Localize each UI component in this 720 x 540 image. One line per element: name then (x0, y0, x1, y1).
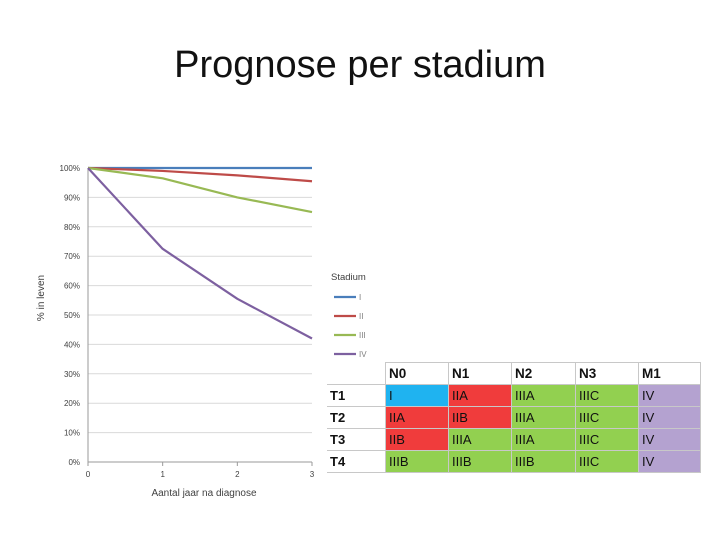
stage-cell: IIIB (511, 450, 576, 473)
table-row: T1 I IIA IIIA IIIC IV (327, 384, 701, 407)
column-header: N3 (575, 362, 639, 385)
x-tick-label: 0 (86, 470, 91, 479)
y-tick-label: 50% (64, 311, 80, 320)
series-line-III (87, 166, 313, 214)
row-header: T1 (327, 384, 386, 407)
row-header: T2 (327, 406, 386, 429)
y-axis-label: % in leven (36, 275, 47, 321)
series-lines (87, 166, 313, 340)
stage-cell: IIIC (575, 406, 639, 429)
series-line-II (87, 166, 313, 183)
x-axis-label: Aantal jaar na diagnose (151, 488, 257, 499)
y-tick-label: 40% (64, 340, 80, 349)
y-tick-label: 30% (64, 370, 80, 379)
stage-cell: IIIC (575, 450, 639, 473)
tick-labels: 0% 10% 20% 30% 40% 50% 60% 70% 80% 90% 100% 0 1 2 3 (60, 164, 315, 479)
x-tick-label: 3 (310, 470, 315, 479)
row-header: T3 (327, 428, 386, 451)
gridlines (88, 167, 312, 434)
stage-cell: IIIC (575, 428, 639, 451)
y-tick-label: 90% (64, 193, 80, 202)
stage-cell: IIIA (511, 406, 576, 429)
table-row: T4 IIIB IIIB IIIB IIIC IV (327, 450, 701, 473)
legend-entry: II (359, 312, 363, 321)
stage-cell: IIIA (448, 428, 512, 451)
legend-entry: III (359, 331, 366, 340)
y-tick-label: 100% (60, 164, 80, 173)
stage-cell: I (385, 384, 449, 407)
y-tick-label: 70% (64, 252, 80, 261)
survival-line-chart: 0% 10% 20% 30% 40% 50% 60% 70% 80% 90% 100% 0 1 2 3 % … (36, 164, 367, 499)
slide-title: Prognose per stadium (174, 44, 546, 86)
axes (87, 168, 313, 466)
stage-cell: IIIC (575, 384, 639, 407)
stage-cell: IV (638, 428, 701, 451)
row-header: T4 (327, 450, 386, 473)
column-header: N0 (385, 362, 449, 385)
x-tick-label: 2 (235, 470, 240, 479)
tnm-stage-table: N0 N1 N2 N3 M1 T1 I IIA IIIA IIIC IV T2 … (327, 362, 701, 473)
stage-cell: IIIB (385, 450, 449, 473)
stage-cell: IIA (448, 384, 512, 407)
stage-cell: IIIA (511, 384, 576, 407)
column-header: M1 (638, 362, 701, 385)
y-tick-label: 20% (64, 399, 80, 408)
legend-title: Stadium (331, 272, 366, 283)
series-line-IV (87, 167, 313, 340)
y-tick-label: 80% (64, 223, 80, 232)
y-tick-label: 0% (68, 458, 80, 467)
stage-cell: IV (638, 406, 701, 429)
table-row: T3 IIB IIIA IIIA IIIC IV (327, 428, 701, 451)
y-tick-label: 10% (64, 429, 80, 438)
stage-cell: IV (638, 384, 701, 407)
stage-cell: IV (638, 450, 701, 473)
legend-entry: I (359, 293, 361, 302)
stage-cell: IIB (448, 406, 512, 429)
stage-cell: IIIA (511, 428, 576, 451)
table-header-row: N0 N1 N2 N3 M1 (327, 362, 701, 385)
column-header: N1 (448, 362, 512, 385)
x-tick-label: 1 (160, 470, 165, 479)
legend-entry: IV (359, 350, 367, 359)
column-header: N2 (511, 362, 576, 385)
stage-cell: IIB (385, 428, 449, 451)
y-tick-label: 60% (64, 282, 80, 291)
stage-cell: IIIB (448, 450, 512, 473)
stage-cell: IIA (385, 406, 449, 429)
table-row: T2 IIA IIB IIIA IIIC IV (327, 406, 701, 429)
table-corner (327, 363, 386, 385)
